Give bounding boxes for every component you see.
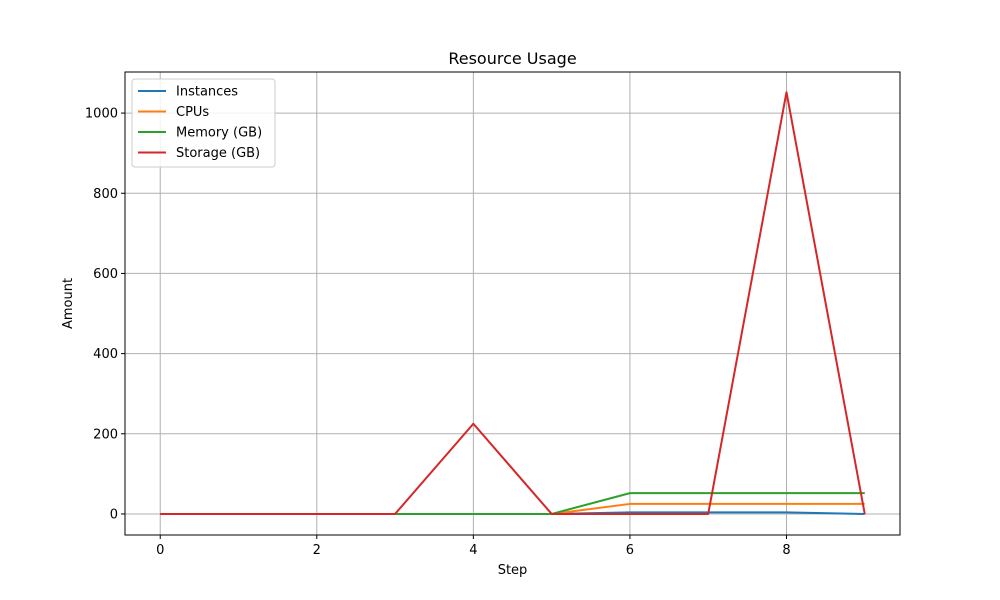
y-tick-label: 400: [93, 347, 118, 362]
series-line-storage-gb: [160, 91, 866, 515]
grid: [125, 72, 900, 535]
legend-label: Storage (GB): [176, 146, 260, 161]
y-tick-label: 1000: [85, 107, 118, 122]
chart-title: Resource Usage: [448, 49, 576, 68]
y-axis-label: Amount: [61, 278, 76, 329]
x-tick-label: 6: [626, 543, 634, 558]
axis-ticks: 0 2 4 6 8 0 200 400 600 800 1000: [85, 107, 791, 558]
y-tick-label: 0: [110, 507, 118, 522]
legend-label: Memory (GB): [176, 126, 262, 141]
x-axis-label: Step: [498, 563, 528, 578]
series-lines: [160, 91, 866, 515]
y-tick-label: 800: [93, 187, 118, 202]
y-tick-label: 600: [93, 267, 118, 282]
x-tick-label: 0: [156, 543, 164, 558]
legend: Instances CPUs Memory (GB) Storage (GB): [131, 78, 276, 168]
legend-label: Instances: [176, 85, 238, 100]
legend-label: CPUs: [176, 105, 209, 120]
legend-box: [131, 78, 276, 168]
x-tick-label: 2: [313, 543, 321, 558]
x-tick-label: 4: [469, 543, 477, 558]
y-tick-label: 200: [93, 427, 118, 442]
plot-frame: [124, 71, 901, 536]
x-tick-label: 8: [782, 543, 790, 558]
